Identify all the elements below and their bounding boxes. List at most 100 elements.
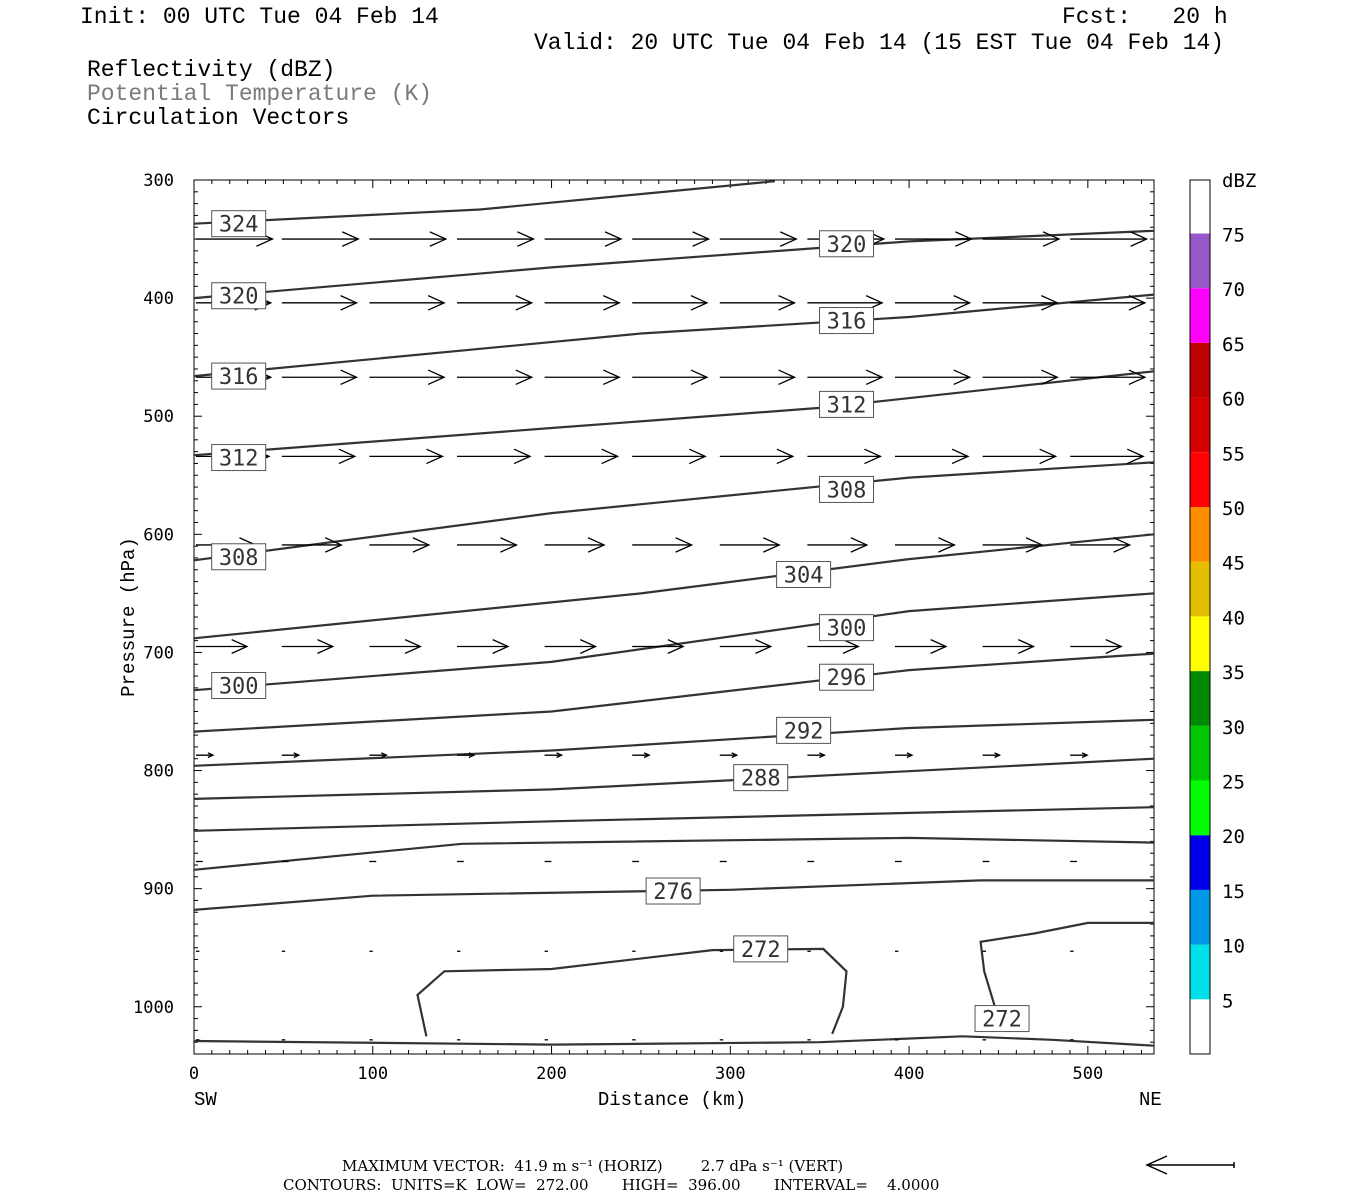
wind-vector-head (601, 448, 620, 465)
y-tick-label: 1000 (133, 998, 174, 1018)
contour-label: 300 (827, 617, 867, 642)
contour-label-box (776, 560, 832, 588)
colorbar-cell (1190, 725, 1210, 781)
wind-vector-head (340, 295, 359, 311)
contour-label: 272 (741, 938, 781, 963)
contour-label-box (211, 210, 267, 238)
contour-label-box (819, 475, 875, 503)
contour-label: 288 (741, 767, 781, 792)
contour-label-box (819, 614, 875, 642)
wind-vector-head (1041, 369, 1059, 386)
x-end-label-sw: SW (194, 1089, 217, 1111)
wind-vector-head (381, 752, 388, 759)
wind-vector-head (1128, 295, 1147, 311)
colorbar-label: 70 (1222, 279, 1245, 301)
colorbar-label: 5 (1222, 990, 1233, 1012)
wind-vector-head (500, 537, 519, 553)
y-tick-label: 400 (143, 289, 174, 309)
wind-vector-head (513, 448, 532, 465)
colorbar-cell (1190, 180, 1210, 234)
wind-vector-head (412, 537, 431, 553)
colorbar-cell (1190, 452, 1210, 507)
wind-vector-head (842, 639, 860, 654)
x-tick-label: 0 (189, 1064, 199, 1084)
contour-info-note: CONTOURS: UNITS=K LOW= 272.00 HIGH= 396.… (283, 1176, 940, 1194)
wind-vector-head (643, 752, 651, 759)
plot-frame (193, 179, 1155, 1055)
wind-vector-head (938, 537, 957, 553)
contour-label: 324 (219, 213, 259, 238)
wind-vector-head (690, 369, 709, 386)
x-tick-label: 300 (715, 1064, 746, 1084)
contour-label: 320 (219, 285, 259, 310)
wind-vector-head (338, 448, 357, 465)
wind-vector-head (426, 448, 445, 465)
wind-vector-head (865, 369, 884, 386)
contour-label: 320 (827, 233, 867, 258)
contour-label-box (211, 672, 267, 700)
contour-label: 276 (653, 880, 693, 905)
wind-vector-head (515, 369, 534, 386)
colorbar-cell (1190, 616, 1210, 672)
colorbar-cell (1190, 233, 1210, 289)
contour-line (193, 533, 1155, 640)
wind-vector-head (517, 231, 536, 247)
contour-label-box (974, 1005, 1030, 1033)
field-label-reflectivity: Reflectivity (dBZ) (87, 57, 336, 83)
wind-vector-head (324, 537, 343, 553)
wind-vector-head (1126, 448, 1145, 465)
wind-vector-head (953, 295, 972, 311)
colorbar-label: 65 (1222, 334, 1245, 356)
wind-vector-head (293, 752, 301, 759)
wind-vector-head (231, 639, 249, 654)
colorbar-label: 15 (1222, 881, 1245, 903)
wind-vector-head (515, 295, 534, 311)
wind-vector-head (1113, 537, 1132, 553)
contour-line (193, 652, 1155, 733)
y-tick-label: 500 (143, 407, 174, 427)
wind-vector-head (864, 448, 883, 465)
x-tick-label: 200 (536, 1064, 567, 1084)
colorbar-cell (1190, 288, 1210, 343)
contour-line (193, 592, 1155, 692)
contour-label-box (776, 716, 832, 744)
wind-vector-head (690, 295, 709, 311)
contour-line (193, 757, 1155, 800)
contour-label: 316 (219, 365, 259, 390)
y-tick-label: 700 (143, 643, 174, 663)
wind-vector-head (819, 752, 826, 759)
colorbar-label: 25 (1222, 772, 1245, 794)
colorbar-cell (1190, 999, 1210, 1054)
wind-vector-head (468, 752, 476, 759)
y-axis-label: Pressure (hPa) (118, 537, 140, 697)
colorbar-label: 20 (1222, 826, 1245, 848)
contour-label-box (645, 877, 701, 905)
x-tick-label: 100 (357, 1064, 388, 1084)
field-label-circulation-vectors: Circulation Vectors (87, 105, 350, 131)
wind-vector-head (731, 752, 739, 759)
wind-vector-head (667, 639, 685, 654)
contour-label: 308 (219, 546, 259, 571)
contour-label-box (211, 543, 267, 571)
x-end-label-ne: NE (1139, 1089, 1162, 1111)
contour-label-box (819, 390, 875, 418)
wind-vector-head (1042, 231, 1061, 247)
wind-vector-head (1041, 295, 1059, 311)
contour-line (193, 718, 1155, 767)
contour-line (193, 229, 1155, 300)
contour-label-box (819, 307, 875, 335)
wind-vector-head (604, 231, 623, 247)
wind-vector-head (587, 537, 606, 553)
contour-label: 300 (219, 675, 259, 700)
wind-vector-head (951, 448, 970, 465)
contour-line (193, 806, 1155, 832)
contour-label-box (733, 764, 789, 792)
contour-line (193, 879, 1154, 911)
wind-vector-head (755, 639, 773, 654)
colorbar-label: 75 (1222, 225, 1245, 247)
contour-label-box (211, 282, 267, 310)
colorbar-label: 10 (1222, 936, 1245, 958)
wind-vector-head (930, 639, 948, 654)
y-tick-label: 800 (143, 762, 174, 782)
wind-vector-head (429, 231, 448, 247)
